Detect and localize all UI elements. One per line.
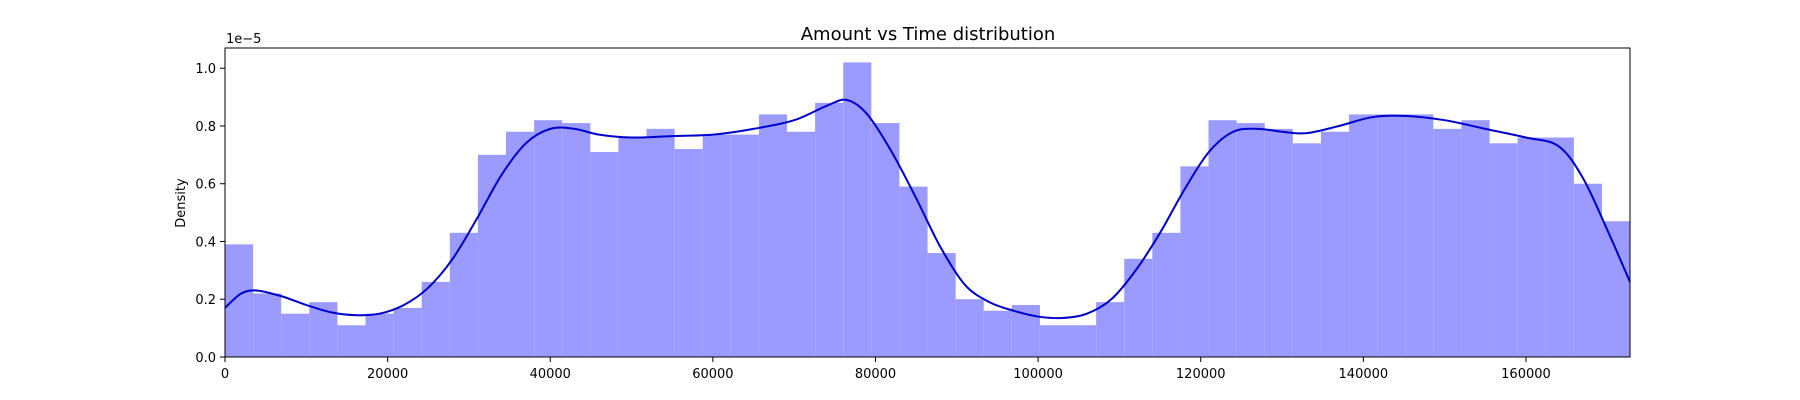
histogram-bar (702, 134, 731, 357)
histogram-bar (955, 299, 984, 357)
histogram-bar (1517, 137, 1546, 357)
histogram-bar (1208, 120, 1237, 357)
histogram-bar (1489, 143, 1518, 357)
histogram-bar (1039, 325, 1069, 357)
y-tick-label: 0.0 (195, 351, 216, 366)
histogram-bar (1096, 302, 1125, 357)
histogram-bar (1349, 114, 1378, 357)
histogram-bars (225, 62, 1630, 358)
y-tick-label: 0.2 (195, 293, 216, 308)
histogram-bar (337, 325, 366, 357)
plot-area (224, 47, 1631, 358)
y-axis: 0.0 0.2 0.4 0.6 0.8 1.0 (195, 62, 225, 366)
y-tick-label: 1.0 (195, 62, 216, 77)
kde-curve (224, 98, 1631, 320)
histogram-bar (1461, 120, 1490, 357)
histogram-bar (1601, 221, 1630, 357)
x-tick-label: 20000 (367, 367, 408, 382)
x-tick-label: 140000 (1339, 367, 1389, 382)
histogram-bar (506, 131, 535, 357)
y-tick-label: 0.8 (195, 120, 216, 135)
histogram-bar (1011, 305, 1040, 357)
histogram-bar (477, 154, 507, 357)
histogram-bar (1180, 166, 1209, 357)
x-tick-label: 40000 (530, 367, 571, 382)
histogram-bar (618, 137, 647, 357)
x-tick-label: 120000 (1176, 367, 1226, 382)
plot-frame (224, 47, 1631, 358)
histogram-bar (281, 313, 310, 357)
histogram-bar (253, 293, 282, 357)
x-tick-label: 0 (221, 367, 229, 382)
x-axis: 0 20000 40000 60000 80000 100000 120000 140000 1… (221, 357, 1551, 382)
histogram-bar (1573, 183, 1602, 357)
x-tick-label: 80000 (855, 367, 896, 382)
y-axis-label: Density (174, 178, 189, 228)
histogram-bar (534, 120, 563, 357)
y-tick-label: 0.4 (195, 235, 216, 250)
histogram-bar (1292, 143, 1321, 357)
histogram-bar (1433, 128, 1462, 357)
histogram-bar (787, 131, 816, 357)
histogram-bar (1068, 325, 1097, 357)
histogram-bar (843, 62, 872, 358)
x-tick-label: 100000 (1013, 367, 1063, 382)
histogram-bar (1405, 114, 1434, 357)
histogram-bar (815, 102, 844, 357)
histogram-bar (449, 232, 478, 357)
histogram-bar (562, 123, 591, 358)
histogram-bar (393, 307, 422, 357)
histogram-bar (365, 313, 394, 357)
histogram-bar (1264, 128, 1293, 357)
histogram-bar (899, 186, 928, 357)
histogram-bar (225, 244, 254, 357)
x-tick-label: 60000 (692, 367, 733, 382)
histogram-bar (1152, 232, 1181, 357)
histogram-bar (758, 114, 788, 357)
histogram-bar (590, 151, 619, 357)
histogram-bar (1545, 137, 1574, 357)
histogram-bar (646, 128, 675, 357)
histogram-bar (1320, 131, 1350, 357)
y-tick-label: 0.6 (195, 178, 216, 193)
histogram-bar (1236, 123, 1265, 358)
histogram-bar (983, 310, 1012, 357)
histogram-bar (674, 149, 703, 357)
y-offset-label: 1e−5 (226, 32, 261, 47)
histogram-bar (871, 123, 900, 358)
chart-title: Amount vs Time distribution (801, 24, 1056, 45)
x-tick-label: 160000 (1501, 367, 1551, 382)
histogram-bar (421, 281, 450, 357)
histogram-bar (927, 253, 956, 357)
histogram-bar (730, 134, 759, 357)
histogram-bar (1377, 114, 1406, 357)
histogram-bar (1124, 258, 1153, 357)
